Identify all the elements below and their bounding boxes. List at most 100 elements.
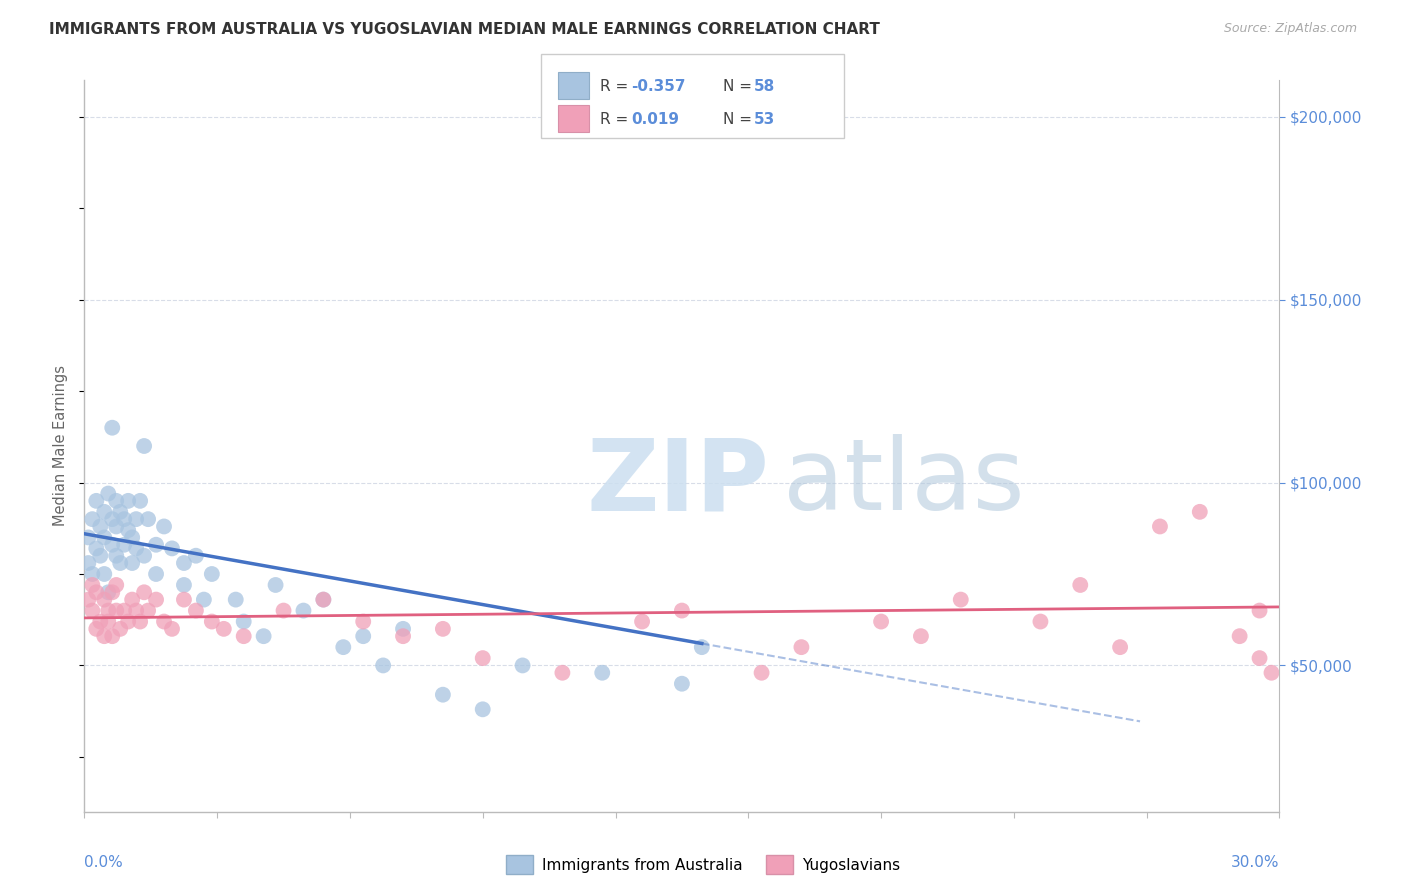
Point	[160, 541, 183, 556]
Point	[125, 512, 148, 526]
Text: -0.357: -0.357	[631, 79, 686, 94]
Point	[1149, 519, 1171, 533]
Point	[93, 530, 115, 544]
Point	[949, 592, 972, 607]
Point	[89, 519, 111, 533]
Y-axis label: Median Male Earnings: Median Male Earnings	[53, 366, 69, 526]
Point	[631, 615, 654, 629]
Point	[93, 629, 115, 643]
Point	[97, 615, 120, 629]
Point	[105, 519, 128, 533]
Text: 0.019: 0.019	[631, 112, 679, 127]
Point	[432, 622, 454, 636]
Point	[1249, 651, 1271, 665]
Point	[910, 629, 932, 643]
Point	[129, 615, 152, 629]
Point	[112, 538, 135, 552]
Point	[105, 603, 128, 617]
Point	[125, 541, 148, 556]
Point	[112, 512, 135, 526]
Point	[97, 585, 120, 599]
Text: N =: N =	[723, 79, 756, 94]
Point	[153, 615, 176, 629]
Point	[101, 420, 124, 434]
Text: N =: N =	[723, 112, 756, 127]
Point	[512, 658, 534, 673]
Point	[225, 592, 247, 607]
Point	[671, 603, 693, 617]
Point	[591, 665, 613, 680]
Point	[312, 592, 335, 607]
Point	[312, 592, 335, 607]
Point	[82, 578, 104, 592]
Point	[751, 665, 773, 680]
Point	[292, 603, 315, 617]
Point	[184, 603, 207, 617]
Text: 30.0%: 30.0%	[1232, 855, 1279, 870]
Point	[82, 512, 104, 526]
Point	[93, 567, 115, 582]
Point	[1109, 640, 1132, 655]
Point	[1029, 615, 1052, 629]
Text: IMMIGRANTS FROM AUSTRALIA VS YUGOSLAVIAN MEDIAN MALE EARNINGS CORRELATION CHART: IMMIGRANTS FROM AUSTRALIA VS YUGOSLAVIAN…	[49, 22, 880, 37]
Point	[89, 549, 111, 563]
Point	[392, 629, 415, 643]
Point	[105, 493, 128, 508]
Point	[253, 629, 276, 643]
Text: atlas: atlas	[783, 434, 1025, 531]
Point	[105, 578, 128, 592]
Point	[352, 629, 374, 643]
Point	[332, 640, 354, 655]
Point	[173, 592, 195, 607]
Point	[77, 530, 100, 544]
Text: R =: R =	[600, 112, 634, 127]
Point	[432, 688, 454, 702]
Point	[82, 603, 104, 617]
Point	[101, 585, 124, 599]
Point	[1069, 578, 1091, 592]
Point	[86, 541, 108, 556]
Text: ZIP: ZIP	[586, 434, 769, 531]
Point	[89, 615, 111, 629]
Point	[86, 585, 108, 599]
Point	[264, 578, 287, 592]
Point	[173, 578, 195, 592]
Point	[129, 493, 152, 508]
Point	[232, 629, 254, 643]
Point	[110, 556, 132, 570]
Point	[101, 512, 124, 526]
Point	[1188, 505, 1211, 519]
Point	[145, 592, 167, 607]
Point	[110, 505, 132, 519]
Point	[201, 567, 224, 582]
Point	[121, 592, 143, 607]
Point	[671, 676, 693, 690]
Point	[1260, 665, 1282, 680]
Point	[77, 556, 100, 570]
Point	[232, 615, 254, 629]
Point	[97, 603, 120, 617]
Point	[132, 549, 156, 563]
Point	[201, 615, 224, 629]
Point	[82, 567, 104, 582]
Text: 53: 53	[754, 112, 775, 127]
Point	[117, 523, 139, 537]
Point	[132, 439, 156, 453]
Text: R =: R =	[600, 79, 634, 94]
Point	[86, 622, 108, 636]
Point	[93, 505, 115, 519]
Point	[373, 658, 395, 673]
Text: 58: 58	[754, 79, 775, 94]
Point	[352, 615, 374, 629]
Point	[121, 530, 143, 544]
Point	[153, 519, 176, 533]
Point	[117, 615, 139, 629]
Point	[77, 592, 100, 607]
Point	[193, 592, 215, 607]
Point	[145, 567, 167, 582]
Text: Source: ZipAtlas.com: Source: ZipAtlas.com	[1223, 22, 1357, 36]
Point	[136, 603, 159, 617]
Point	[132, 585, 156, 599]
Point	[690, 640, 713, 655]
Point	[110, 622, 132, 636]
